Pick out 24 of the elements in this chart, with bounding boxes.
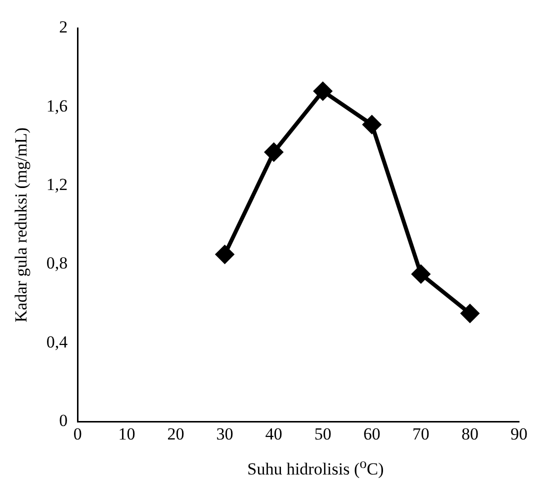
x-axis-title: Suhu hidrolisis ($^{o}$C) xyxy=(246,456,385,480)
y-axis-title: Kadar gula reduksi (mg/mL) xyxy=(12,127,31,322)
y-tick-label: 1,6 xyxy=(46,96,68,116)
x-tick-label: 0 xyxy=(73,424,82,444)
point xyxy=(362,116,381,134)
y-tick-label: 2 xyxy=(59,18,68,37)
x-tick-label: 80 xyxy=(461,424,478,444)
x-tick-label: 90 xyxy=(510,424,528,444)
y-tick-label: 1,2 xyxy=(46,175,68,194)
y-tick-label: 0,4 xyxy=(46,332,68,352)
x-tick-label: 70 xyxy=(412,424,430,444)
x-tick-label: 40 xyxy=(265,424,282,444)
x-tick-label: 30 xyxy=(216,424,234,444)
point xyxy=(412,265,430,284)
x-tick-label: 50 xyxy=(314,424,332,444)
x-tick-label: 20 xyxy=(167,424,184,444)
x-tick-label: 10 xyxy=(118,424,136,444)
y-tick-label: 0 xyxy=(59,411,68,430)
point xyxy=(314,82,332,100)
point xyxy=(264,143,283,162)
y-tick-label: 0,8 xyxy=(46,254,68,273)
point xyxy=(460,304,479,322)
point xyxy=(216,245,234,264)
x-tick-label: 60 xyxy=(363,424,380,444)
